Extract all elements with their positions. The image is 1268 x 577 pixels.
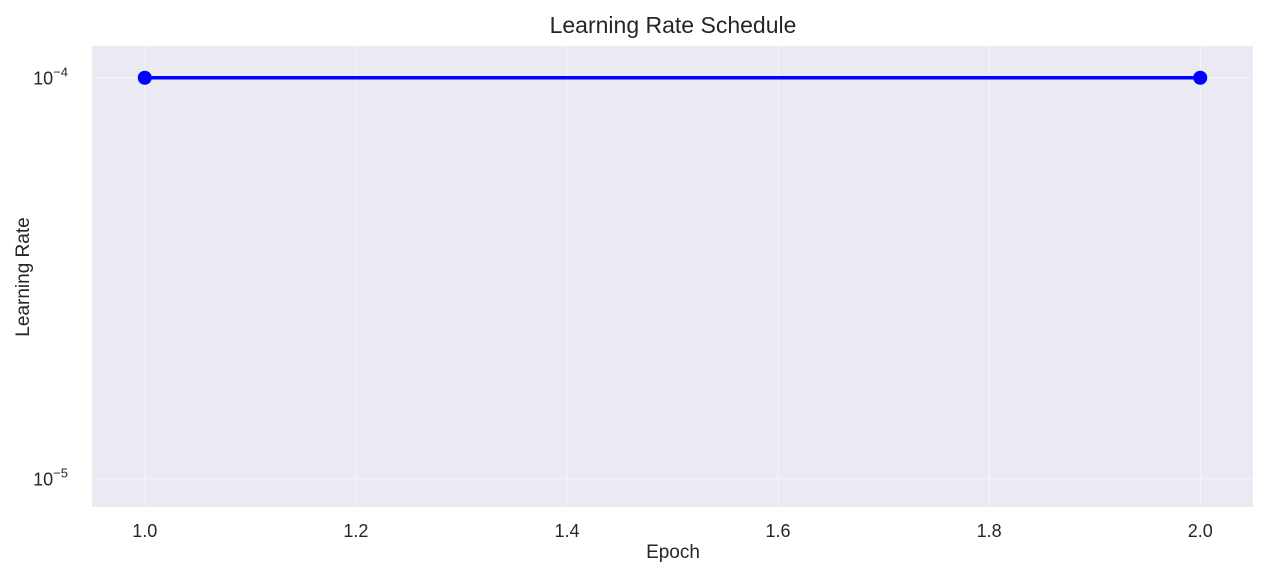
data-point	[137, 70, 152, 85]
chart-title: Learning Rate Schedule	[550, 12, 797, 38]
x-tick-label: 1.2	[343, 521, 368, 541]
x-tick-label: 1.8	[977, 521, 1002, 541]
series-layer	[137, 70, 1208, 85]
x-tick-label: 2.0	[1188, 521, 1213, 541]
x-tick-label: 1.6	[766, 521, 791, 541]
x-tick-label: 1.0	[132, 521, 157, 541]
plot-area	[92, 46, 1253, 507]
x-axis-label: Epoch	[646, 542, 700, 563]
y-tick-label: 10−4	[33, 65, 68, 89]
x-tick-label: 1.4	[554, 521, 579, 541]
y-axis-label: Learning Rate	[13, 217, 34, 336]
y-tick-labels: 10−5 10−4	[33, 65, 68, 490]
x-tick-labels: 1.0 1.2 1.4 1.6 1.8 2.0	[132, 521, 1212, 541]
data-point	[1193, 70, 1208, 85]
y-tick-label: 10−5	[33, 466, 68, 490]
